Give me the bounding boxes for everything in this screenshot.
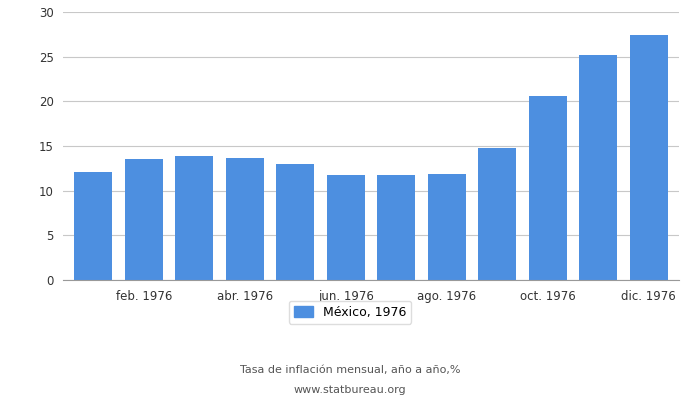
Bar	[175, 156, 214, 280]
Bar	[377, 174, 415, 280]
Bar	[276, 164, 314, 280]
Bar	[74, 172, 112, 280]
Bar	[580, 55, 617, 280]
Bar	[478, 148, 516, 280]
Text: Tasa de inflación mensual, año a año,%: Tasa de inflación mensual, año a año,%	[239, 365, 461, 375]
Bar	[428, 174, 466, 280]
Bar	[630, 35, 668, 280]
Bar	[125, 159, 162, 280]
Bar	[327, 176, 365, 280]
Text: www.statbureau.org: www.statbureau.org	[294, 385, 406, 395]
Bar	[528, 96, 567, 280]
Legend: México, 1976: México, 1976	[289, 301, 411, 324]
Bar	[226, 158, 264, 280]
